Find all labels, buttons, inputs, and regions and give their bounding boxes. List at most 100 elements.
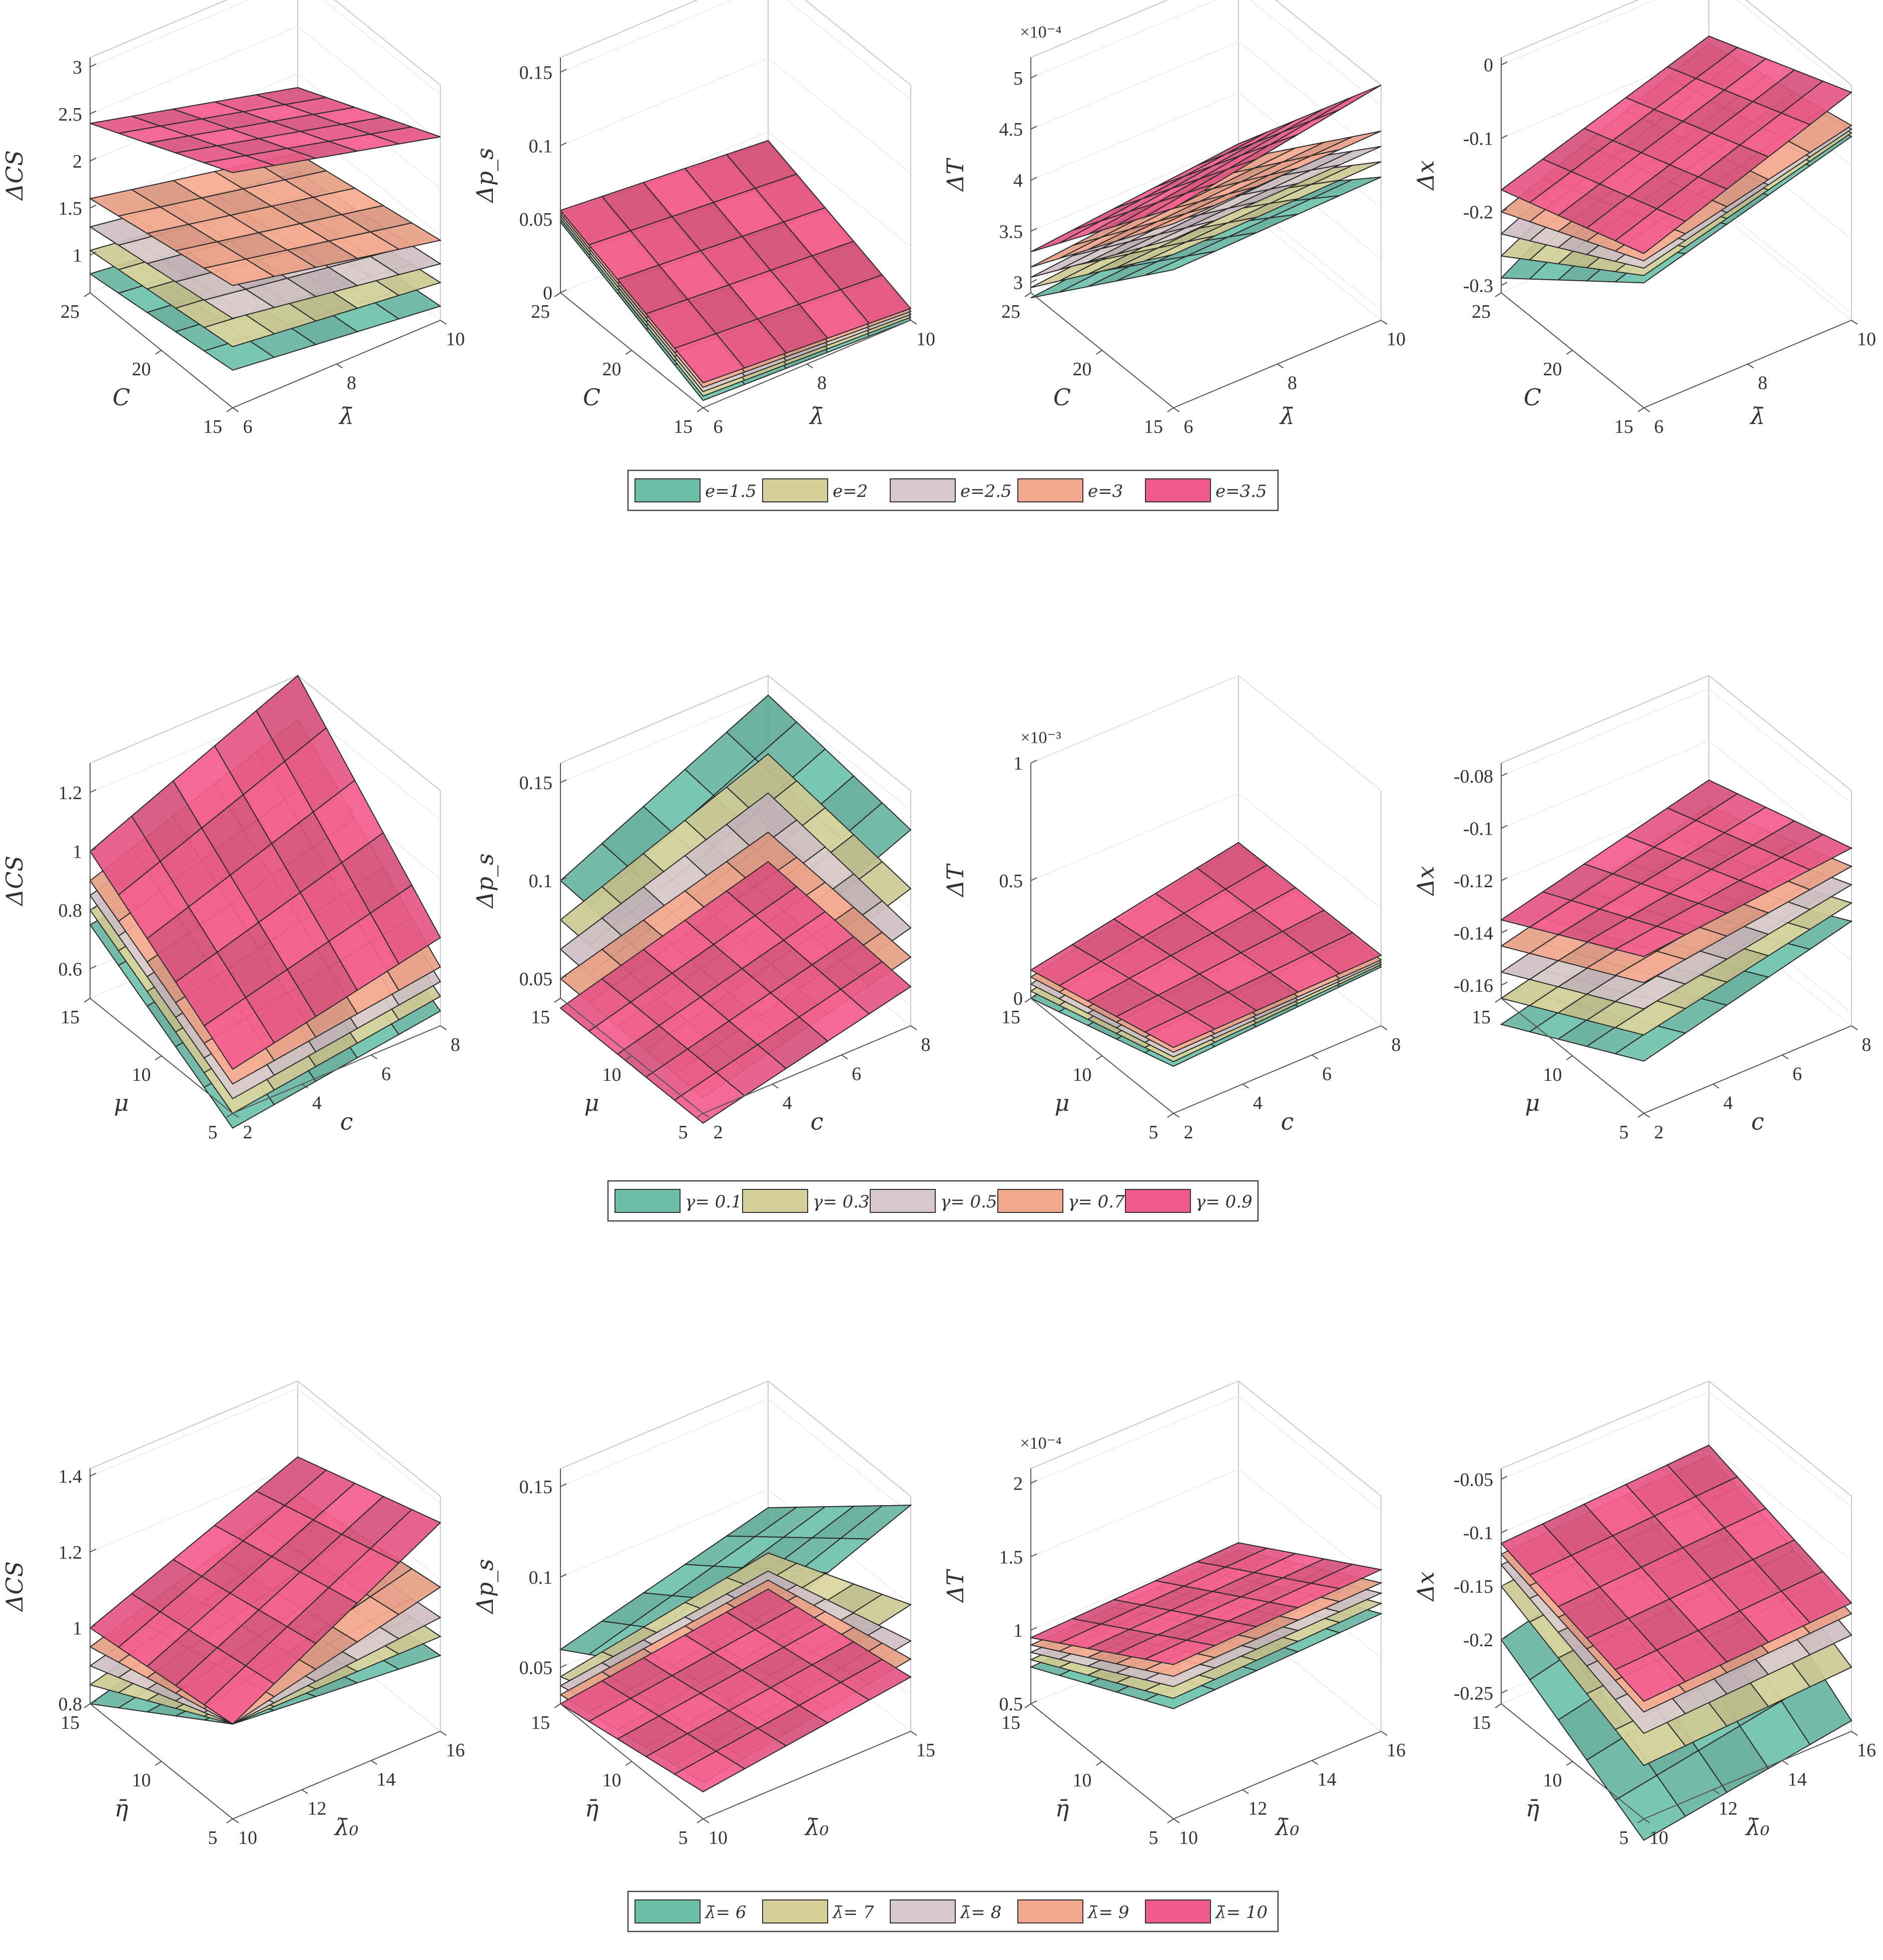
y-tick (703, 1113, 710, 1118)
y-axis-label: λ̄₀ (1745, 1814, 1770, 1841)
surface-series (1030, 842, 1382, 1048)
legend-swatch (890, 1899, 956, 1923)
z-tick-label: -0.08 (1454, 766, 1493, 787)
z-tick-label: 0.05 (519, 1658, 553, 1679)
z-tick (560, 216, 567, 220)
surfaces (1500, 36, 1852, 284)
y-axis-line (232, 1731, 441, 1819)
surface-patch (1143, 1651, 1217, 1677)
x-axis-label: η̄ (585, 1795, 599, 1822)
y-tick (1312, 1054, 1319, 1060)
y-tick-label: 8 (451, 1034, 460, 1055)
z-tick (1030, 877, 1037, 881)
x-tick-label: 5 (1619, 1827, 1629, 1848)
x-tick-label: 10 (132, 1770, 151, 1791)
y-tick-label: 14 (377, 1769, 396, 1790)
surface-patch (203, 337, 276, 371)
legend-entry: λ̄= 10 (1214, 1902, 1268, 1922)
panel-r0c0: 15 20 25 6 8 10 1 1.5 2 2.5 3 Cλ̄ ΔCS (1, 0, 465, 437)
surface-series (89, 153, 442, 286)
y-tick (910, 320, 917, 325)
x-tick (697, 1113, 704, 1118)
z-tick-label: -0.12 (1454, 871, 1493, 892)
y-tick (1643, 407, 1650, 412)
surfaces (1030, 85, 1382, 299)
z-tick (90, 965, 97, 970)
y-tick (1851, 1731, 1858, 1736)
y-tick-label: 8 (1758, 373, 1767, 394)
x-tick-label: 15 (1001, 1007, 1020, 1028)
x-tick-label: 25 (1472, 301, 1491, 322)
z-tick (560, 877, 567, 881)
x-tick (1024, 292, 1031, 297)
y-tick (1381, 320, 1388, 325)
x-tick-label: 20 (1073, 359, 1092, 380)
z-tick (1030, 1480, 1037, 1484)
z-tick (90, 906, 97, 911)
y-tick (301, 1789, 308, 1794)
y-tick-label: 6 (1322, 1063, 1332, 1084)
z-tick-label: 1.4 (59, 1466, 83, 1487)
x-tick (554, 1703, 561, 1708)
surface-patch (1614, 1649, 1686, 1702)
z-tick-label: 1 (73, 245, 82, 266)
axes: 5 10 15 2 4 6 8 -0.16 -0.14 -0.12 -0.1 -0.08 μ c Δx (1412, 763, 1871, 1143)
legend-entry: λ̄= 7 (832, 1902, 874, 1922)
surface-patch (1614, 926, 1687, 957)
surface-series (90, 87, 441, 174)
z-tick-label: 0 (543, 283, 552, 304)
panel-r1c1: 5 10 15 2 4 6 8 0.05 0.1 0.15 μ c Δp_s (471, 675, 931, 1143)
z-axis-label: Δp_s (471, 1559, 498, 1614)
z-axis-label: Δx (1412, 160, 1439, 191)
z-tick (90, 63, 97, 68)
y-tick-label: 6 (381, 1063, 391, 1084)
y-tick (1173, 1113, 1180, 1118)
surfaces (1029, 1542, 1383, 1709)
y-tick (1173, 407, 1180, 412)
z-tick-label: 1.2 (59, 783, 83, 804)
z-tick (560, 69, 567, 73)
z-gridline (90, 0, 441, 95)
z-tick (560, 975, 567, 979)
y-tick (1277, 363, 1284, 369)
x-tick-label: 15 (674, 416, 693, 437)
z-tick (1501, 981, 1508, 986)
z-tick (560, 289, 567, 293)
y-tick (1312, 1760, 1319, 1765)
y-tick-label: 10 (709, 1827, 728, 1848)
z-tick (1501, 877, 1508, 881)
x-tick-label: 10 (602, 1064, 621, 1085)
legend-entry: λ̄= 6 (704, 1902, 746, 1922)
z-tick (1501, 1583, 1508, 1587)
axes: 15 20 25 6 8 10 3 3.5 4 4.5 5 Cλ̄ ΔT ×10⁻⁴ (942, 23, 1406, 437)
legend-entry: γ= 0.1 (685, 1192, 742, 1212)
z-tick-label: 0.15 (519, 773, 553, 794)
z-tick (1501, 929, 1508, 934)
x-tick-label: 10 (1073, 1770, 1092, 1791)
y-tick-label: 4 (1253, 1093, 1263, 1114)
y-tick-label: 16 (446, 1740, 465, 1761)
surface-series (1029, 1542, 1383, 1665)
z-tick (90, 1548, 97, 1553)
z-tick-label: 3 (1013, 273, 1023, 294)
x-tick (84, 998, 91, 1003)
x-tick-label: 10 (1543, 1770, 1562, 1791)
surfaces (89, 675, 441, 1129)
x-axis-label: μ (1525, 1089, 1540, 1116)
x-axis-label: μ (114, 1089, 129, 1116)
y-axis-label: λ̄ (809, 403, 824, 430)
z-tick (1501, 61, 1508, 66)
x-axis-label: C (1053, 384, 1071, 411)
surface-series (89, 1456, 441, 1725)
z-tick (1501, 208, 1508, 213)
y-tick-label: 8 (817, 373, 827, 394)
z-tick-label: 1.2 (59, 1542, 83, 1563)
surface-patch (203, 997, 275, 1070)
legend-row1: γ= 0.1 γ= 0.3 γ= 0.5 γ= 0.7 γ= 0.9 (607, 1180, 1259, 1222)
y-tick (232, 1113, 239, 1118)
z-gridline (560, 0, 911, 100)
legend-entry: e=2.5 (960, 481, 1012, 501)
x-tick-label: 25 (531, 301, 550, 322)
z-gridline (560, 1399, 911, 1515)
z-axis-label: ΔCS (1, 1561, 28, 1612)
